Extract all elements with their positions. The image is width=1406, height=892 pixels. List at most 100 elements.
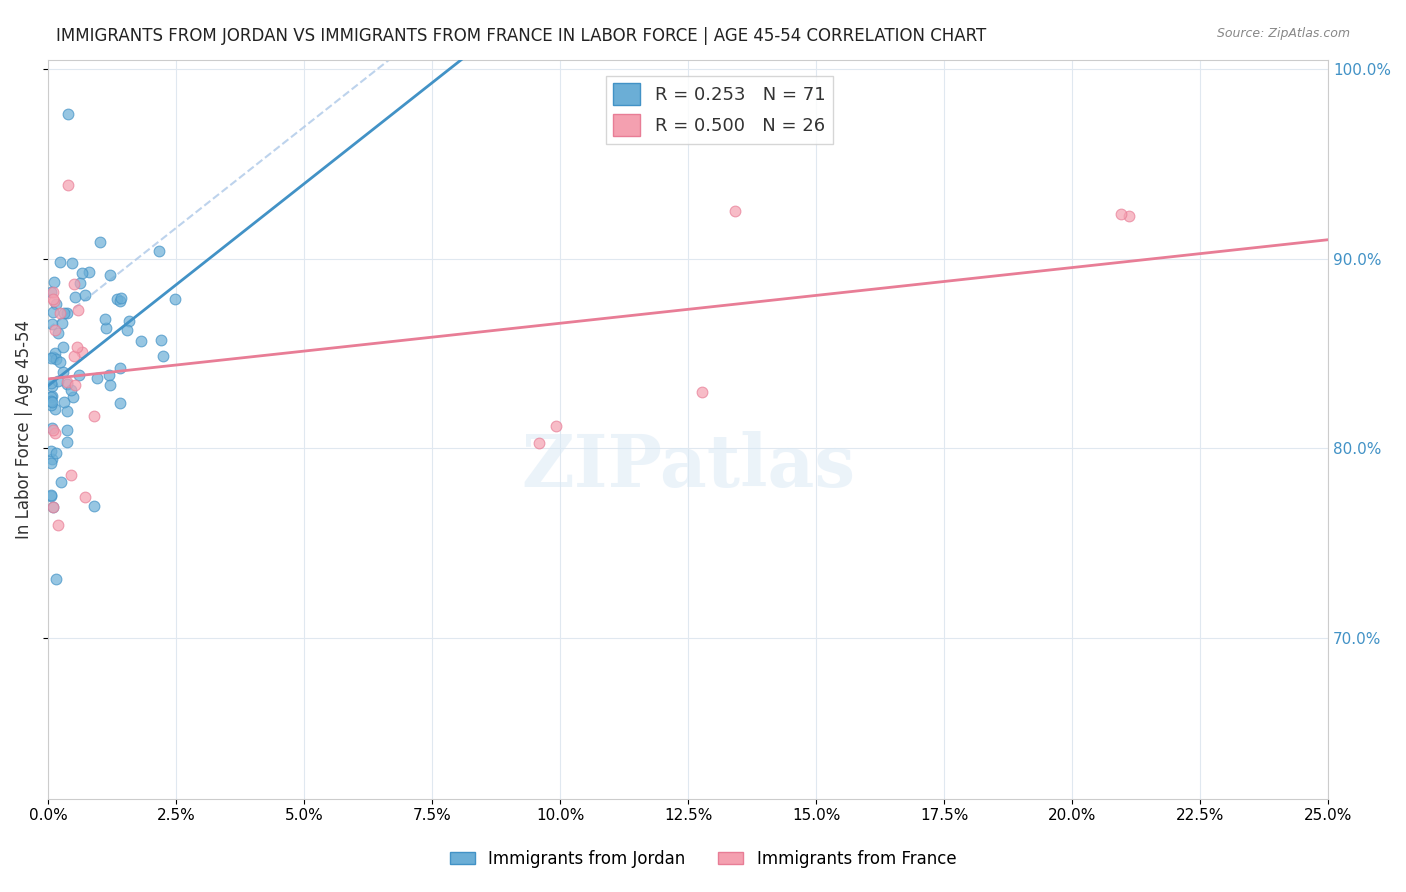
Point [94,321,117,335]
Point [39,285,62,299]
Point [546,419,568,434]
Point [89,235,111,249]
Point [42,351,65,365]
Point [527,436,550,450]
Point [42,292,65,306]
Point [70,345,93,359]
Point [724,204,747,219]
Point [39,351,62,365]
Point [150,333,173,347]
Point [118,314,141,328]
Point [42,500,65,514]
Point [60,256,83,270]
Point [69,276,91,290]
Point [1118,209,1140,223]
Text: Source: ZipAtlas.com: Source: ZipAtlas.com [1216,27,1350,40]
Point [67,303,90,318]
Point [63,349,86,363]
Point [83,499,105,513]
Point [67,368,90,383]
Point [41,443,63,458]
Point [55,375,77,389]
Point [41,317,63,331]
Point [62,390,84,404]
Point [44,276,66,290]
Point [148,244,170,259]
Point [49,255,72,269]
Point [49,306,72,320]
Point [110,360,132,375]
Point [73,288,96,302]
Point [45,572,67,586]
Point [41,395,63,409]
Point [94,312,117,326]
Point [59,384,82,398]
Point [41,389,63,403]
Point [56,107,79,121]
Point [1109,207,1132,221]
Point [42,500,65,514]
Point [79,265,101,279]
Point [51,316,73,330]
Point [46,518,69,533]
Point [110,291,132,305]
Point [98,378,121,392]
Legend: R = 0.253   N = 71, R = 0.500   N = 26: R = 0.253 N = 71, R = 0.500 N = 26 [606,76,832,144]
Point [66,340,89,354]
Point [56,178,79,192]
Point [45,351,67,366]
Point [52,365,75,379]
Point [39,489,62,503]
Legend: Immigrants from Jordan, Immigrants from France: Immigrants from Jordan, Immigrants from … [443,844,963,875]
Point [152,350,174,364]
Point [39,393,62,408]
Point [165,292,187,306]
Point [39,391,62,405]
Point [42,285,65,299]
Point [83,409,105,423]
Point [39,398,62,412]
Point [44,345,66,359]
Point [60,467,83,482]
Point [46,375,69,389]
Point [70,266,93,280]
Point [46,326,69,340]
Point [73,490,96,504]
Point [45,297,67,311]
Point [63,277,86,291]
Point [45,446,67,460]
Point [129,334,152,348]
Point [52,305,75,319]
Point [42,294,65,309]
Point [98,268,121,282]
Text: IMMIGRANTS FROM JORDAN VS IMMIGRANTS FROM FRANCE IN LABOR FORCE | AGE 45-54 CORR: IMMIGRANTS FROM JORDAN VS IMMIGRANTS FRO… [56,27,987,45]
Y-axis label: In Labor Force | Age 45-54: In Labor Force | Age 45-54 [15,319,32,539]
Point [42,304,65,318]
Point [49,475,72,490]
Point [56,376,79,391]
Point [41,379,63,393]
Point [44,323,66,337]
Point [41,452,63,467]
Point [690,385,713,400]
Point [52,340,75,354]
Point [49,355,72,369]
Point [108,396,131,410]
Point [55,404,77,418]
Point [42,424,65,438]
Point [108,293,131,308]
Point [39,488,62,502]
Point [39,456,62,470]
Point [105,292,128,306]
Point [39,376,62,390]
Point [41,421,63,435]
Point [56,306,79,320]
Point [56,435,79,450]
Point [98,368,121,382]
Point [63,378,86,392]
Point [115,323,138,337]
Point [53,395,76,409]
Text: ZIPatlas: ZIPatlas [522,431,855,501]
Point [86,371,108,385]
Point [44,425,66,440]
